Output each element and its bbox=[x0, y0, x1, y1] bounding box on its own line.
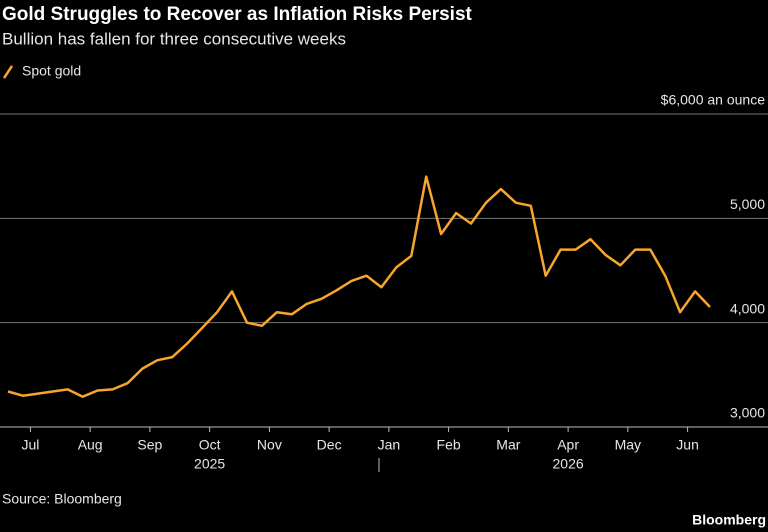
y-tick-label: $6,000 an ounce bbox=[661, 92, 766, 108]
x-tick-label: Jan bbox=[378, 437, 401, 453]
x-tick-label: Jun bbox=[676, 437, 699, 453]
x-tick-label: Dec bbox=[317, 437, 342, 453]
legend-swatch bbox=[2, 65, 14, 79]
x-tick-label: Nov bbox=[257, 437, 282, 453]
x-tick-label: Aug bbox=[78, 437, 103, 453]
y-tick-label: 3,000 bbox=[730, 405, 765, 421]
legend-label: Spot gold bbox=[22, 63, 81, 79]
logo: Bloomberg bbox=[692, 512, 766, 528]
x-tick-label: Feb bbox=[437, 437, 461, 453]
line-series bbox=[7, 175, 711, 398]
year-label: 2026 bbox=[553, 456, 584, 472]
y-tick-label: 5,000 bbox=[730, 196, 765, 212]
chart-subtitle: Bullion has fallen for three consecutive… bbox=[2, 29, 346, 48]
y-tick-label: 4,000 bbox=[730, 300, 765, 316]
x-tick-label: Sep bbox=[137, 437, 162, 453]
x-tick-label: Jul bbox=[21, 437, 39, 453]
x-tick-label: Mar bbox=[496, 437, 520, 453]
x-tick-label: May bbox=[615, 437, 641, 453]
year-label: 2025 bbox=[194, 456, 225, 472]
x-tick-label: Apr bbox=[557, 437, 579, 453]
x-tick-label: Oct bbox=[199, 437, 221, 453]
chart-title: Gold Struggles to Recover as Inflation R… bbox=[2, 4, 473, 25]
source: Source: Bloomberg bbox=[2, 491, 122, 507]
